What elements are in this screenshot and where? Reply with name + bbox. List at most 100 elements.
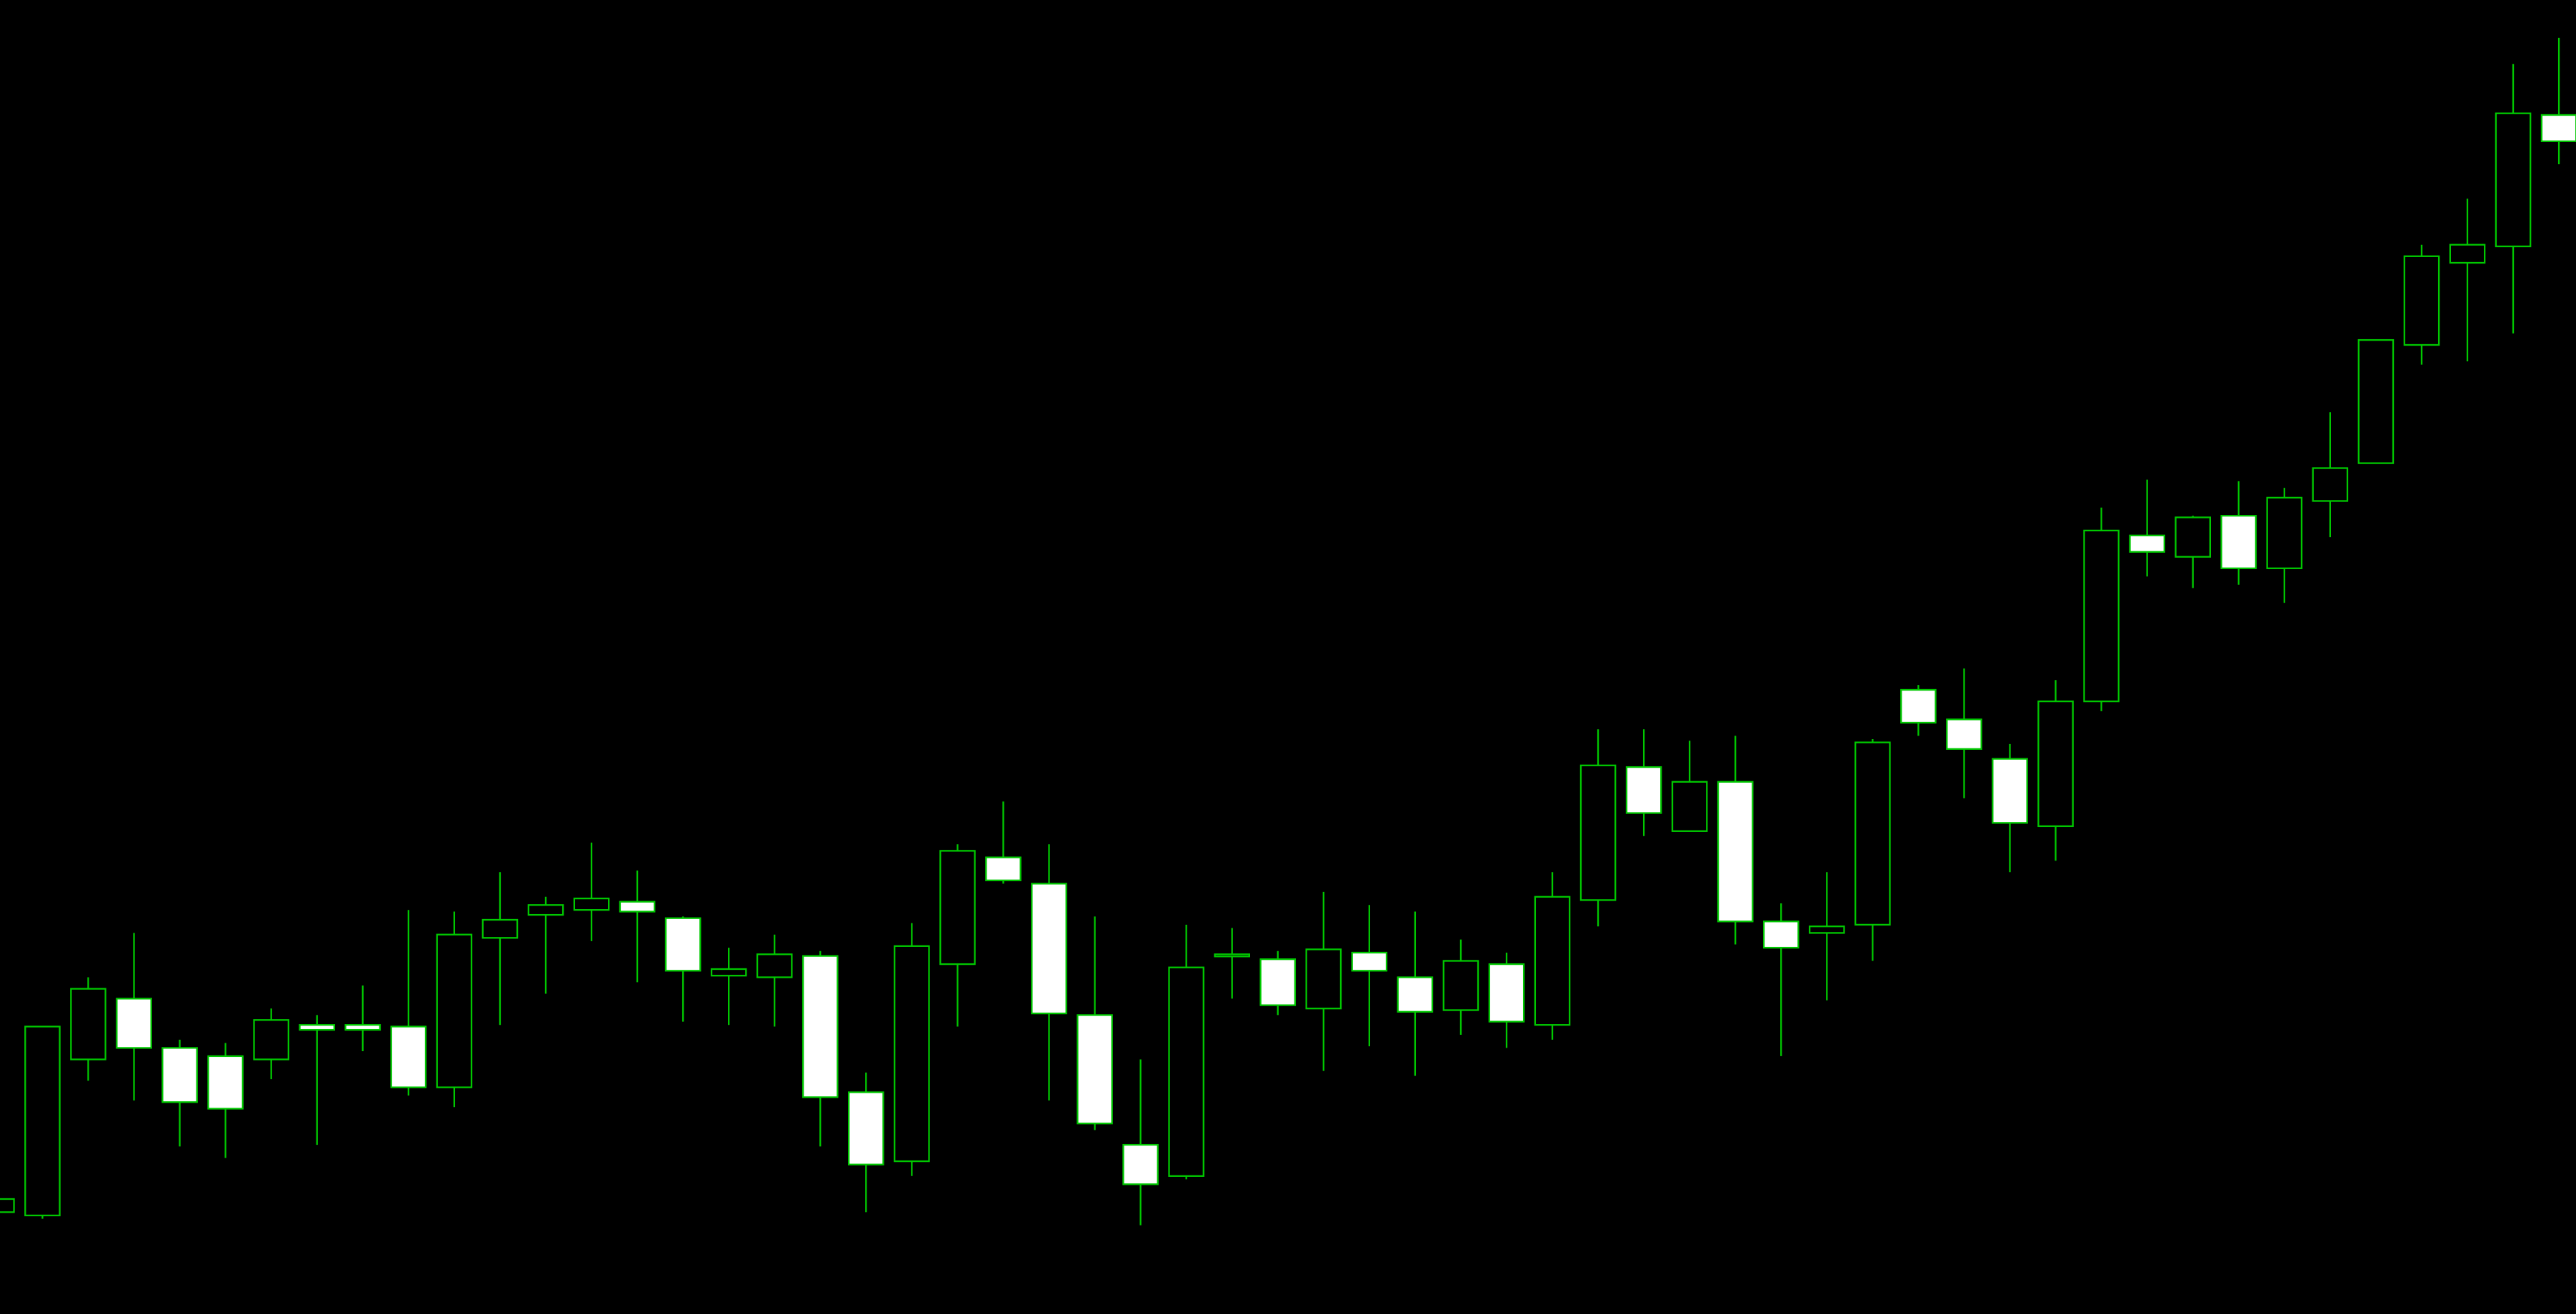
candle-body — [527, 904, 564, 916]
candle-body — [2357, 338, 2395, 464]
candle — [1397, 911, 1434, 1076]
candle — [1625, 729, 1662, 836]
candle — [116, 933, 152, 1100]
candle-body — [1900, 688, 1937, 724]
candle — [1854, 739, 1891, 961]
candle-body — [985, 856, 1022, 881]
candle-body — [344, 1024, 381, 1031]
candle — [1351, 905, 1388, 1047]
candle-body — [848, 1091, 884, 1165]
candle-body — [1579, 764, 1617, 901]
candle — [1168, 924, 1204, 1180]
candle — [802, 951, 839, 1147]
candle-body — [70, 988, 106, 1060]
candle-body — [1717, 781, 1754, 923]
candle-body — [207, 1055, 244, 1110]
candle-body — [939, 850, 976, 966]
candle-body — [1625, 766, 1662, 814]
candle-body — [1488, 963, 1525, 1023]
candle-body — [299, 1024, 336, 1031]
candle — [1946, 668, 1982, 798]
candle — [1900, 685, 1937, 736]
candle-body — [756, 953, 793, 978]
candle-body — [573, 897, 610, 911]
candle-body — [1946, 718, 1982, 750]
candle-body — [1992, 758, 2028, 824]
candle-body — [1854, 741, 1891, 926]
candle — [2037, 680, 2074, 861]
candle-body — [2449, 244, 2486, 264]
candle-body — [1214, 953, 1250, 958]
candle-body — [1259, 958, 1297, 1006]
candle-body — [2403, 255, 2440, 346]
candle-body — [1671, 781, 1708, 832]
candle-body — [2495, 112, 2532, 248]
candle — [344, 986, 381, 1051]
candle — [985, 801, 1022, 884]
candle — [161, 1039, 198, 1147]
candle-body — [1031, 883, 1067, 1015]
candle-body — [1351, 951, 1388, 972]
candle — [1305, 891, 1342, 1071]
candle — [481, 872, 519, 1025]
candle — [390, 910, 427, 1096]
candle-body — [1122, 1143, 1159, 1185]
candle-body — [1397, 976, 1434, 1013]
candle-body — [2266, 496, 2303, 569]
candle — [1077, 916, 1113, 1130]
candle — [299, 1015, 336, 1145]
candle — [1717, 736, 1754, 945]
candle-body — [2540, 114, 2576, 142]
candle-body — [1442, 960, 1479, 1011]
candle — [2175, 516, 2211, 588]
candle — [0, 1198, 15, 1213]
candle — [1809, 872, 1845, 1000]
candle — [1442, 939, 1479, 1035]
candle-body — [1305, 948, 1342, 1010]
candle — [2449, 199, 2486, 361]
candle-body — [710, 968, 747, 977]
candle-body — [1809, 926, 1845, 934]
candle — [2266, 488, 2303, 603]
candle-body — [2175, 516, 2211, 558]
candle — [1534, 872, 1571, 1040]
candle-body — [24, 1025, 61, 1217]
candle-body — [664, 917, 702, 972]
candle — [1488, 953, 1525, 1048]
candle-body — [0, 1198, 15, 1213]
candle — [2540, 37, 2576, 164]
candle — [848, 1072, 884, 1213]
candle — [1122, 1059, 1159, 1225]
candle-body — [2083, 529, 2120, 703]
candle — [70, 977, 106, 1081]
candle-body — [894, 945, 930, 1163]
candle — [1671, 741, 1708, 832]
candle — [894, 923, 930, 1176]
candle-body — [436, 933, 473, 1088]
candle-body — [802, 955, 839, 1098]
candle — [1762, 903, 1799, 1056]
candle-body — [1534, 896, 1571, 1026]
candle — [2220, 481, 2257, 585]
candle — [24, 1025, 61, 1219]
candle — [2357, 338, 2395, 464]
candle — [1031, 844, 1067, 1100]
candle-body — [253, 1019, 289, 1060]
candle — [2495, 64, 2532, 333]
candle — [1259, 951, 1297, 1015]
candle — [756, 934, 793, 1027]
candle-body — [116, 998, 152, 1049]
candle-body — [2129, 534, 2165, 553]
candle — [207, 1043, 244, 1158]
candle — [664, 916, 702, 1022]
candle-body — [481, 918, 519, 939]
candle — [619, 871, 656, 983]
candle — [1214, 928, 1250, 999]
candle-body — [2037, 700, 2074, 828]
candle-body — [1168, 966, 1204, 1177]
candle-body — [619, 901, 656, 913]
candle — [253, 1008, 289, 1080]
candle-body — [2220, 515, 2257, 569]
